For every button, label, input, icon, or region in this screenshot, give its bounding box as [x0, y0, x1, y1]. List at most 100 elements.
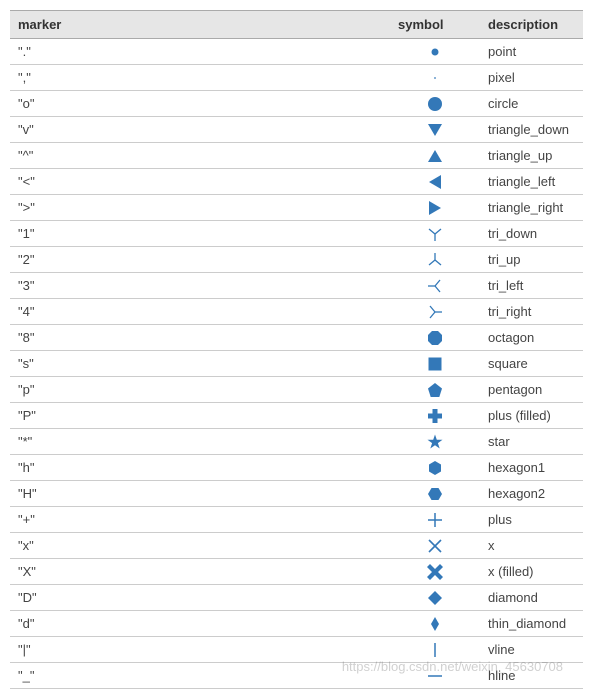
- symbol-cell: [390, 195, 480, 221]
- description-cell: pentagon: [480, 377, 583, 403]
- symbol-cell: [390, 221, 480, 247]
- tri-up-icon: [427, 252, 443, 268]
- symbol-cell: [390, 377, 480, 403]
- marker-cell: "D": [10, 585, 390, 611]
- description-cell: x: [480, 533, 583, 559]
- header-symbol: symbol: [390, 11, 480, 39]
- marker-cell: "4": [10, 299, 390, 325]
- symbol-cell: [390, 39, 480, 65]
- table-row: "p"pentagon: [10, 377, 583, 403]
- marker-cell: "o": [10, 91, 390, 117]
- description-cell: circle: [480, 91, 583, 117]
- symbol-cell: [390, 585, 480, 611]
- tri-down-icon: [427, 226, 443, 242]
- symbol-cell: [390, 117, 480, 143]
- tri-right-icon: [427, 304, 443, 320]
- table-row: "x" x: [10, 533, 583, 559]
- header-row: marker symbol description: [10, 11, 583, 39]
- marker-cell: "x": [10, 533, 390, 559]
- symbol-cell: [390, 169, 480, 195]
- table-row: "4" tri_right: [10, 299, 583, 325]
- octagon-icon: [427, 330, 443, 346]
- table-row: ">" triangle_right: [10, 195, 583, 221]
- marker-cell: "v": [10, 117, 390, 143]
- table-row: "8"octagon: [10, 325, 583, 351]
- description-cell: point: [480, 39, 583, 65]
- vline-icon: [427, 642, 443, 658]
- description-cell: x (filled): [480, 559, 583, 585]
- description-cell: plus (filled): [480, 403, 583, 429]
- table-row: "o" circle: [10, 91, 583, 117]
- hexagon2-icon: [427, 486, 443, 502]
- marker-cell: ".": [10, 39, 390, 65]
- marker-cell: "+": [10, 507, 390, 533]
- symbol-cell: [390, 247, 480, 273]
- table-row: "P"plus (filled): [10, 403, 583, 429]
- marker-cell: "3": [10, 273, 390, 299]
- table-row: "|" vline: [10, 637, 583, 663]
- marker-cell: "2": [10, 247, 390, 273]
- triangle-down-icon: [427, 122, 443, 138]
- square-icon: [427, 356, 443, 372]
- table-row: "*" star: [10, 429, 583, 455]
- marker-cell: "1": [10, 221, 390, 247]
- description-cell: triangle_right: [480, 195, 583, 221]
- x-icon: [427, 538, 443, 554]
- symbol-cell: [390, 481, 480, 507]
- symbol-cell: [390, 559, 480, 585]
- table-row: "3"tri_left: [10, 273, 583, 299]
- thin-diamond-icon: [427, 616, 443, 632]
- description-cell: hline: [480, 663, 583, 689]
- description-cell: star: [480, 429, 583, 455]
- point-icon: [427, 44, 443, 60]
- star-icon: [427, 434, 443, 450]
- description-cell: diamond: [480, 585, 583, 611]
- triangle-up-icon: [427, 148, 443, 164]
- table-row: "<"triangle_left: [10, 169, 583, 195]
- marker-cell: "8": [10, 325, 390, 351]
- table-row: "h"hexagon1: [10, 455, 583, 481]
- symbol-cell: [390, 611, 480, 637]
- table-row: "v"triangle_down: [10, 117, 583, 143]
- header-description: description: [480, 11, 583, 39]
- table-row: "s"square: [10, 351, 583, 377]
- table-row: "X" x (filled): [10, 559, 583, 585]
- marker-cell: "|": [10, 637, 390, 663]
- marker-cell: "_": [10, 663, 390, 689]
- marker-table: marker symbol description "."point","pix…: [10, 10, 583, 689]
- table-row: "H" hexagon2: [10, 481, 583, 507]
- description-cell: vline: [480, 637, 583, 663]
- marker-cell: ">": [10, 195, 390, 221]
- marker-cell: "s": [10, 351, 390, 377]
- table-row: "_" hline: [10, 663, 583, 689]
- triangle-right-icon: [427, 200, 443, 216]
- symbol-cell: [390, 143, 480, 169]
- symbol-cell: [390, 507, 480, 533]
- marker-cell: "X": [10, 559, 390, 585]
- description-cell: tri_down: [480, 221, 583, 247]
- description-cell: plus: [480, 507, 583, 533]
- description-cell: triangle_left: [480, 169, 583, 195]
- circle-icon: [427, 96, 443, 112]
- hexagon1-icon: [427, 460, 443, 476]
- symbol-cell: [390, 325, 480, 351]
- symbol-cell: [390, 91, 480, 117]
- marker-cell: "H": [10, 481, 390, 507]
- header-marker: marker: [10, 11, 390, 39]
- table-row: "D" diamond: [10, 585, 583, 611]
- marker-cell: "d": [10, 611, 390, 637]
- table-row: "2"tri_up: [10, 247, 583, 273]
- description-cell: thin_diamond: [480, 611, 583, 637]
- symbol-cell: [390, 455, 480, 481]
- table-row: "1" tri_down: [10, 221, 583, 247]
- hline-icon: [427, 668, 443, 684]
- marker-cell: "*": [10, 429, 390, 455]
- description-cell: triangle_up: [480, 143, 583, 169]
- table-row: "d" thin_diamond: [10, 611, 583, 637]
- symbol-cell: [390, 273, 480, 299]
- description-cell: hexagon2: [480, 481, 583, 507]
- triangle-left-icon: [427, 174, 443, 190]
- symbol-cell: [390, 65, 480, 91]
- marker-cell: "h": [10, 455, 390, 481]
- description-cell: tri_right: [480, 299, 583, 325]
